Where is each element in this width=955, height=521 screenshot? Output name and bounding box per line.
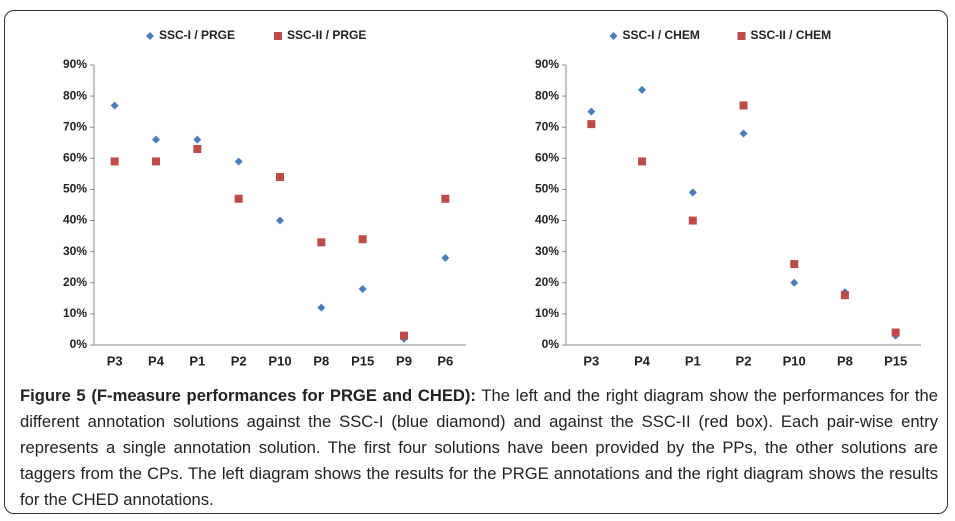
x-tick-label: P1	[685, 353, 701, 368]
legend-label: SSC-I / PRGE	[159, 28, 235, 42]
diamond-marker	[638, 85, 647, 94]
y-tick-label: 60%	[63, 151, 87, 165]
charts: 0%10%20%30%40%50%60%70%80%90%P3 P4 P1 P2 P10…	[63, 28, 921, 368]
x-tick-label: P15	[884, 353, 907, 368]
diamond-marker	[609, 32, 618, 40]
y-tick-label: 10%	[63, 306, 87, 320]
caption: Figure 5 (F-measure performances for PRG…	[20, 383, 938, 513]
y-tick-label: 70%	[63, 119, 87, 133]
diamond-marker	[110, 101, 119, 110]
caption-text: The left and the right diagram show the …	[20, 386, 938, 509]
square-marker	[441, 194, 450, 203]
y-tick-label: 20%	[535, 275, 559, 289]
x-tick-label: P3	[107, 353, 123, 368]
diamond-marker	[688, 188, 697, 197]
square-marker	[638, 157, 647, 166]
diamond-marker	[739, 129, 748, 138]
square-marker	[587, 120, 596, 129]
diamond-marker	[587, 107, 596, 116]
figure-frame	[4, 10, 948, 514]
diamond-marker	[358, 285, 367, 293]
square-marker	[790, 260, 799, 269]
y-tick-label: 70%	[535, 119, 559, 133]
y-tick-label: 50%	[535, 182, 559, 196]
y-tick-label: 80%	[63, 88, 87, 102]
caption-label: Figure 5 (F-measure performances for PRG…	[20, 386, 476, 405]
diamond-marker	[276, 216, 284, 225]
x-tick-label: P15	[351, 353, 374, 368]
diamond-marker	[234, 157, 243, 166]
diamond-marker	[146, 32, 154, 40]
square-marker	[276, 173, 284, 181]
square-marker	[688, 216, 697, 225]
y-tick-label: 40%	[63, 213, 87, 227]
y-tick-label: 30%	[535, 244, 559, 258]
diamond-marker	[790, 278, 799, 287]
diamond-marker	[193, 135, 202, 144]
diamond-marker	[441, 253, 450, 262]
square-marker	[739, 101, 748, 110]
x-tick-label: P4	[148, 353, 165, 368]
y-tick-label: 40%	[535, 213, 559, 227]
square-marker	[737, 32, 746, 40]
square-marker	[193, 145, 202, 153]
y-tick-label: 0%	[542, 337, 560, 351]
x-tick-label: P8	[837, 353, 853, 368]
x-tick-label: P2	[231, 353, 247, 368]
diamond-marker	[152, 135, 160, 144]
x-tick-label: P10	[268, 353, 291, 368]
y-tick-label: 80%	[535, 88, 559, 102]
square-marker	[317, 238, 326, 247]
x-tick-label: P4	[634, 353, 651, 368]
square-marker	[891, 328, 900, 337]
square-marker	[274, 32, 282, 40]
y-tick-label: 10%	[535, 306, 559, 320]
square-marker	[110, 157, 119, 166]
x-tick-label: P6	[437, 353, 453, 368]
x-tick-label: P10	[783, 353, 806, 368]
x-tick-label: P1	[189, 353, 205, 368]
square-marker	[358, 235, 367, 244]
square-marker	[234, 194, 243, 203]
diamond-marker	[317, 303, 326, 312]
x-tick-label: P2	[736, 353, 752, 368]
x-tick-label: P3	[583, 353, 599, 368]
legend-label: SSC-II / CHEM	[751, 28, 832, 42]
square-marker	[400, 331, 408, 340]
y-tick-label: 90%	[535, 57, 559, 71]
y-tick-label: 50%	[63, 182, 87, 196]
square-marker	[840, 291, 849, 300]
y-tick-label: 0%	[70, 337, 88, 351]
y-tick-label: 60%	[535, 151, 559, 165]
legend-label: SSC-II / PRGE	[287, 28, 366, 42]
y-tick-label: 90%	[63, 57, 87, 71]
y-tick-label: 30%	[63, 244, 87, 258]
x-tick-label: P9	[396, 353, 412, 368]
square-marker	[152, 157, 160, 166]
x-tick-label: P8	[313, 353, 329, 368]
y-tick-label: 20%	[63, 275, 87, 289]
legend-label: SSC-I / CHEM	[623, 28, 700, 42]
